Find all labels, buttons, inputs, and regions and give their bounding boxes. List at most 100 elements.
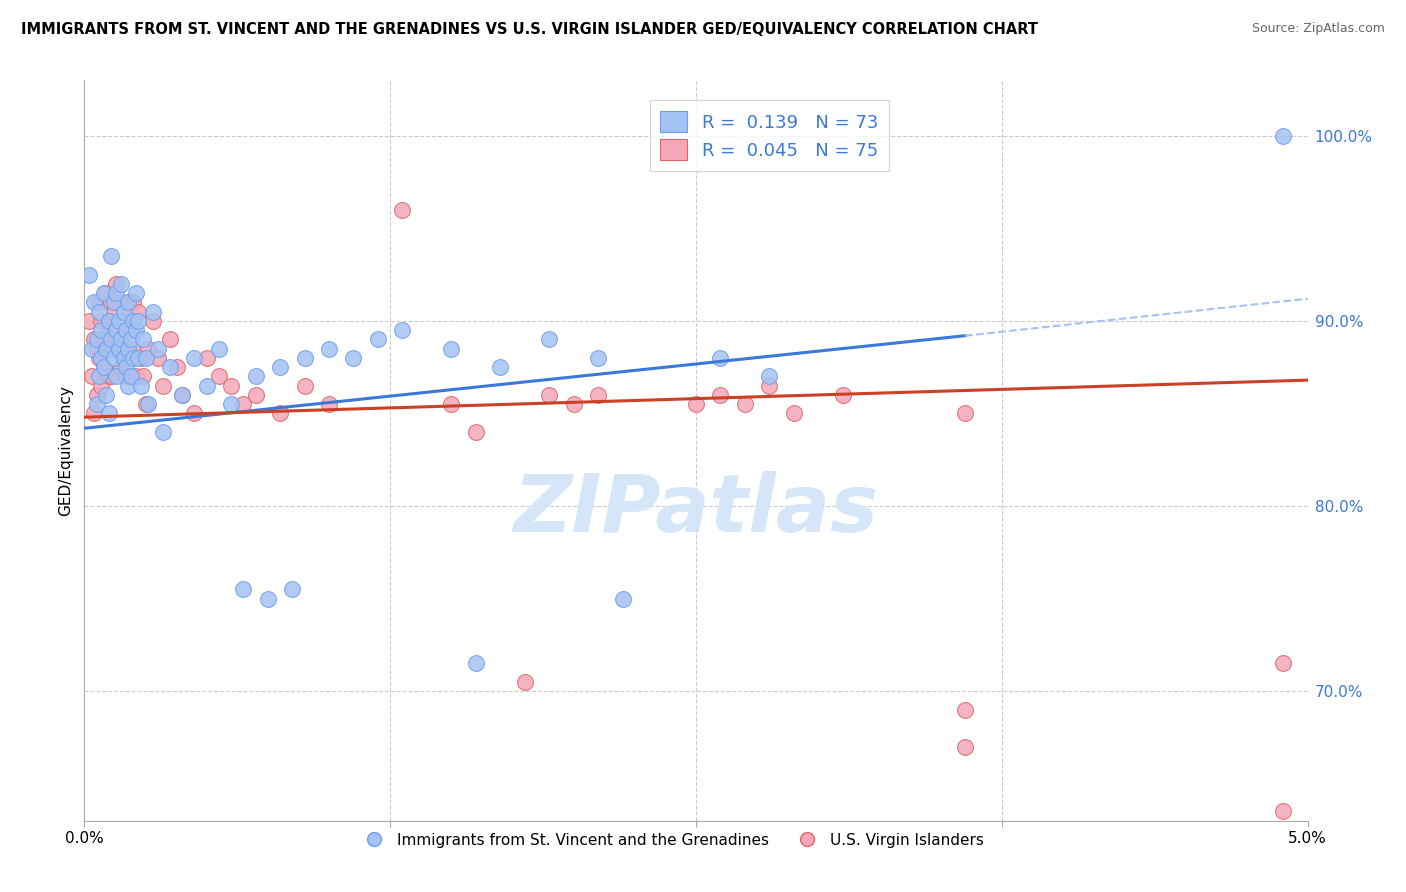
Text: IMMIGRANTS FROM ST. VINCENT AND THE GRENADINES VS U.S. VIRGIN ISLANDER GED/EQUIV: IMMIGRANTS FROM ST. VINCENT AND THE GREN… (21, 22, 1038, 37)
Point (117, 342, 139, 356)
Point (831, 388, 853, 402)
Point (105, 277, 128, 291)
Point (129, 351, 152, 365)
Point (136, 397, 159, 411)
Point (758, 369, 780, 384)
Point (294, 378, 316, 392)
Point (83, 407, 105, 421)
Point (1272, 657, 1295, 671)
Point (489, 360, 512, 375)
Point (117, 295, 139, 310)
Point (538, 333, 561, 347)
Point (1272, 805, 1295, 819)
Point (100, 323, 122, 337)
Point (120, 333, 142, 347)
Point (80, 369, 103, 384)
Point (112, 351, 135, 365)
Point (127, 304, 149, 318)
Point (87, 351, 110, 365)
Text: ZIPatlas: ZIPatlas (513, 471, 879, 549)
Point (232, 582, 254, 597)
Point (183, 351, 205, 365)
Legend: Immigrants from St. Vincent and the Grenadines, U.S. Virgin Islanders: Immigrants from St. Vincent and the Gren… (353, 827, 990, 854)
Text: Source: ZipAtlas.com: Source: ZipAtlas.com (1251, 22, 1385, 36)
Point (146, 342, 169, 356)
Point (87, 295, 110, 310)
Point (90, 323, 112, 337)
Point (115, 323, 138, 337)
Point (117, 295, 139, 310)
Point (440, 342, 463, 356)
Point (103, 351, 125, 365)
Point (142, 314, 165, 328)
Point (391, 202, 413, 217)
Point (172, 388, 194, 402)
Point (685, 397, 707, 411)
Point (100, 333, 122, 347)
Point (127, 314, 149, 328)
Point (107, 295, 129, 310)
Point (122, 314, 145, 328)
Point (953, 703, 976, 717)
Point (142, 304, 165, 318)
Point (97, 314, 120, 328)
Point (125, 369, 148, 384)
Point (107, 342, 129, 356)
Point (103, 342, 125, 356)
Point (132, 333, 155, 347)
Point (195, 378, 218, 392)
Point (208, 342, 231, 356)
Point (120, 369, 142, 384)
Point (122, 295, 145, 310)
Point (100, 249, 122, 263)
Point (117, 378, 139, 392)
Point (172, 388, 194, 402)
Point (391, 323, 413, 337)
Point (281, 582, 304, 597)
Point (77, 268, 100, 282)
Point (367, 333, 389, 347)
Point (440, 397, 463, 411)
Point (257, 591, 280, 606)
Point (709, 388, 731, 402)
Point (709, 351, 731, 365)
Point (103, 304, 125, 318)
Point (83, 295, 105, 310)
Point (120, 323, 142, 337)
Point (115, 323, 138, 337)
Point (166, 360, 188, 375)
Point (269, 360, 291, 375)
Point (97, 314, 120, 328)
Point (125, 286, 148, 301)
Point (117, 342, 139, 356)
Point (112, 351, 135, 365)
Point (245, 388, 267, 402)
Point (80, 342, 103, 356)
Point (513, 674, 536, 689)
Point (87, 304, 110, 318)
Point (103, 295, 125, 310)
Point (93, 360, 115, 375)
Point (115, 369, 138, 384)
Point (136, 342, 159, 356)
Point (107, 342, 129, 356)
Point (110, 314, 132, 328)
Point (208, 369, 231, 384)
Point (93, 360, 115, 375)
Point (464, 425, 486, 439)
Point (538, 388, 561, 402)
Point (612, 591, 634, 606)
Point (112, 304, 135, 318)
Point (83, 333, 105, 347)
Point (122, 342, 145, 356)
Point (96, 286, 118, 301)
Point (96, 342, 118, 356)
Point (953, 407, 976, 421)
Point (90, 351, 112, 365)
Point (86, 397, 108, 411)
Point (86, 333, 108, 347)
Point (464, 657, 486, 671)
Point (342, 351, 364, 365)
Point (93, 333, 115, 347)
Point (152, 425, 174, 439)
